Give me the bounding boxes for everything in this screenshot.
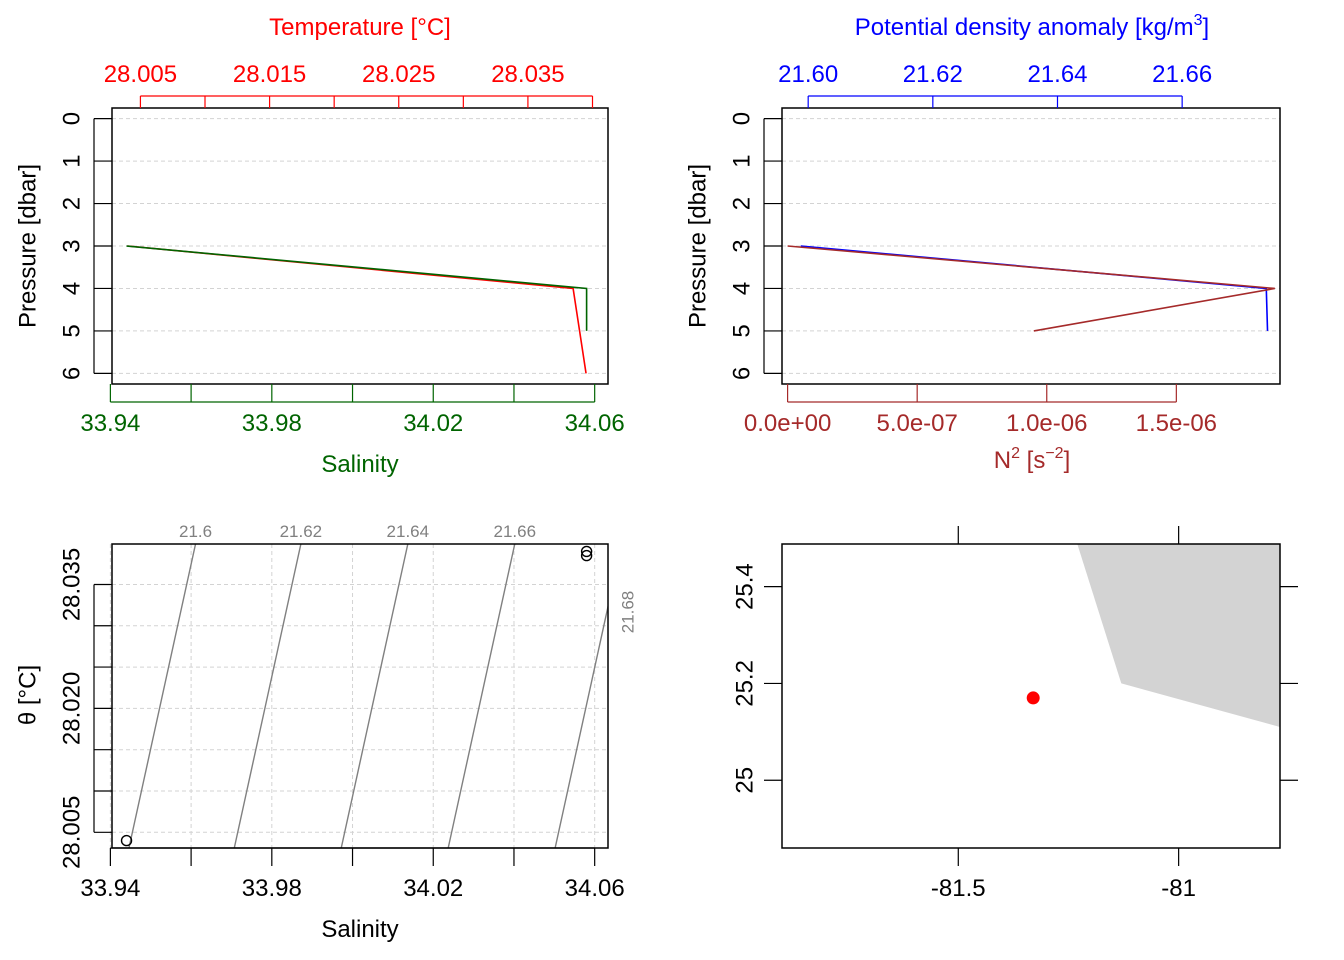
station-marker xyxy=(1026,691,1040,705)
isopycnal-line xyxy=(128,544,197,848)
bottom-tick-label: 1.5e-06 xyxy=(1136,410,1217,437)
isopycnal-label: 21.6 xyxy=(179,522,212,541)
top-tick-label: 21.64 xyxy=(1027,61,1087,88)
y-tick-label: 1 xyxy=(729,154,756,167)
y-tick-label: 1 xyxy=(59,154,86,167)
isopycnal-line xyxy=(340,544,409,848)
bottom-tick-label: 33.94 xyxy=(80,410,140,437)
y-tick-label: 25.2 xyxy=(732,660,759,707)
y-tick-label: 3 xyxy=(59,239,86,252)
x-tick-label: -81.5 xyxy=(931,875,986,902)
y-tick-label: 5 xyxy=(729,324,756,337)
temperature-line xyxy=(127,245,587,374)
y-tick-label: 0 xyxy=(59,112,86,125)
y-tick-label: 28.020 xyxy=(59,672,86,745)
isopycnal-label: 21.62 xyxy=(280,522,323,541)
bottom-tick-label: 0.0e+00 xyxy=(744,410,831,437)
bottom-axis-label-mid: [s xyxy=(1020,447,1045,474)
isopycnal-line xyxy=(447,544,516,848)
y-tick-label: 6 xyxy=(59,367,86,380)
top-tick-label: 21.62 xyxy=(903,61,963,88)
y-tick-label: 2 xyxy=(729,197,756,210)
data-point xyxy=(580,545,593,558)
bottom-tick-label: 34.06 xyxy=(565,410,625,437)
bottom-tick-label: 1.0e-06 xyxy=(1006,410,1087,437)
top-axis-label: Temperature [°C] xyxy=(269,14,451,41)
y-axis-label: θ [°C] xyxy=(15,665,42,725)
top-tick-label: 28.015 xyxy=(233,61,306,88)
n2-line xyxy=(787,245,1275,332)
y-tick-label: 3 xyxy=(729,239,756,252)
y-tick-label: 25.4 xyxy=(732,563,759,610)
bottom-axis-label-sup2: −2 xyxy=(1045,445,1063,462)
y-tick-label: 4 xyxy=(729,282,756,295)
isopycnal-line xyxy=(233,544,302,848)
x-axis-label: Salinity xyxy=(321,916,398,943)
y-axis-label: Pressure [dbar] xyxy=(685,164,712,328)
isopycnal-line xyxy=(554,603,608,848)
x-tick-label: -81 xyxy=(1161,875,1196,902)
y-tick-label: 28.005 xyxy=(59,796,86,869)
y-tick-label: 6 xyxy=(729,367,756,380)
salinity-line xyxy=(126,245,588,331)
isopycnal-label: 21.64 xyxy=(387,522,430,541)
y-axis-label: Pressure [dbar] xyxy=(15,164,42,328)
station-map-panel: -81.5 -81 25 25.2 25.4 xyxy=(732,526,1298,902)
y-tick-label: 4 xyxy=(59,282,86,295)
top-tick-label: 28.035 xyxy=(491,61,564,88)
isopycnal-group xyxy=(128,544,608,848)
isopycnal-label: 21.66 xyxy=(493,522,536,541)
top-tick-label: 21.60 xyxy=(778,61,838,88)
bottom-axis-label-sup1: 2 xyxy=(1011,445,1020,462)
top-axis-label-sup: 3 xyxy=(1194,12,1203,29)
x-tick-label: 34.02 xyxy=(403,875,463,902)
ts-diagram-panel: 21.6 21.62 21.64 21.66 21.68 33.94 33.98 34.02 3… xyxy=(15,522,638,943)
isopycnal-label: 21.68 xyxy=(619,591,638,634)
x-tick-label: 34.06 xyxy=(565,875,625,902)
top-axis-label-end: ] xyxy=(1203,14,1210,41)
ts-profile-panel: 0 1 2 3 4 5 6 Pressure [dbar] 28.005 28.015 28.025… xyxy=(15,14,625,478)
data-point xyxy=(580,549,593,562)
x-tick-label: 33.94 xyxy=(80,875,140,902)
land-polygon xyxy=(1077,544,1280,727)
data-point xyxy=(120,834,133,847)
bottom-tick-label: 34.02 xyxy=(403,410,463,437)
bottom-axis-label-main: N xyxy=(994,447,1011,474)
top-axis-label-main: Potential density anomaly [kg/m xyxy=(855,14,1194,41)
y-tick-label: 5 xyxy=(59,324,86,337)
top-tick-label: 21.66 xyxy=(1152,61,1212,88)
plot-frame xyxy=(781,543,1281,849)
y-tick-label: 28.035 xyxy=(59,548,86,621)
y-tick-label: 25 xyxy=(732,767,759,794)
bottom-axis-label: N2 [s−2] xyxy=(994,445,1071,474)
top-tick-label: 28.005 xyxy=(104,61,177,88)
y-tick-label: 2 xyxy=(59,197,86,210)
plot-frame xyxy=(111,543,609,849)
top-axis-label: Potential density anomaly [kg/m3] xyxy=(855,12,1209,41)
bottom-axis-label: Salinity xyxy=(321,451,398,478)
y-tick-label: 0 xyxy=(729,112,756,125)
top-tick-label: 28.025 xyxy=(362,61,435,88)
bottom-axis-label-end: ] xyxy=(1064,447,1071,474)
bottom-tick-label: 33.98 xyxy=(242,410,302,437)
bottom-tick-label: 5.0e-07 xyxy=(876,410,957,437)
x-tick-label: 33.98 xyxy=(242,875,302,902)
